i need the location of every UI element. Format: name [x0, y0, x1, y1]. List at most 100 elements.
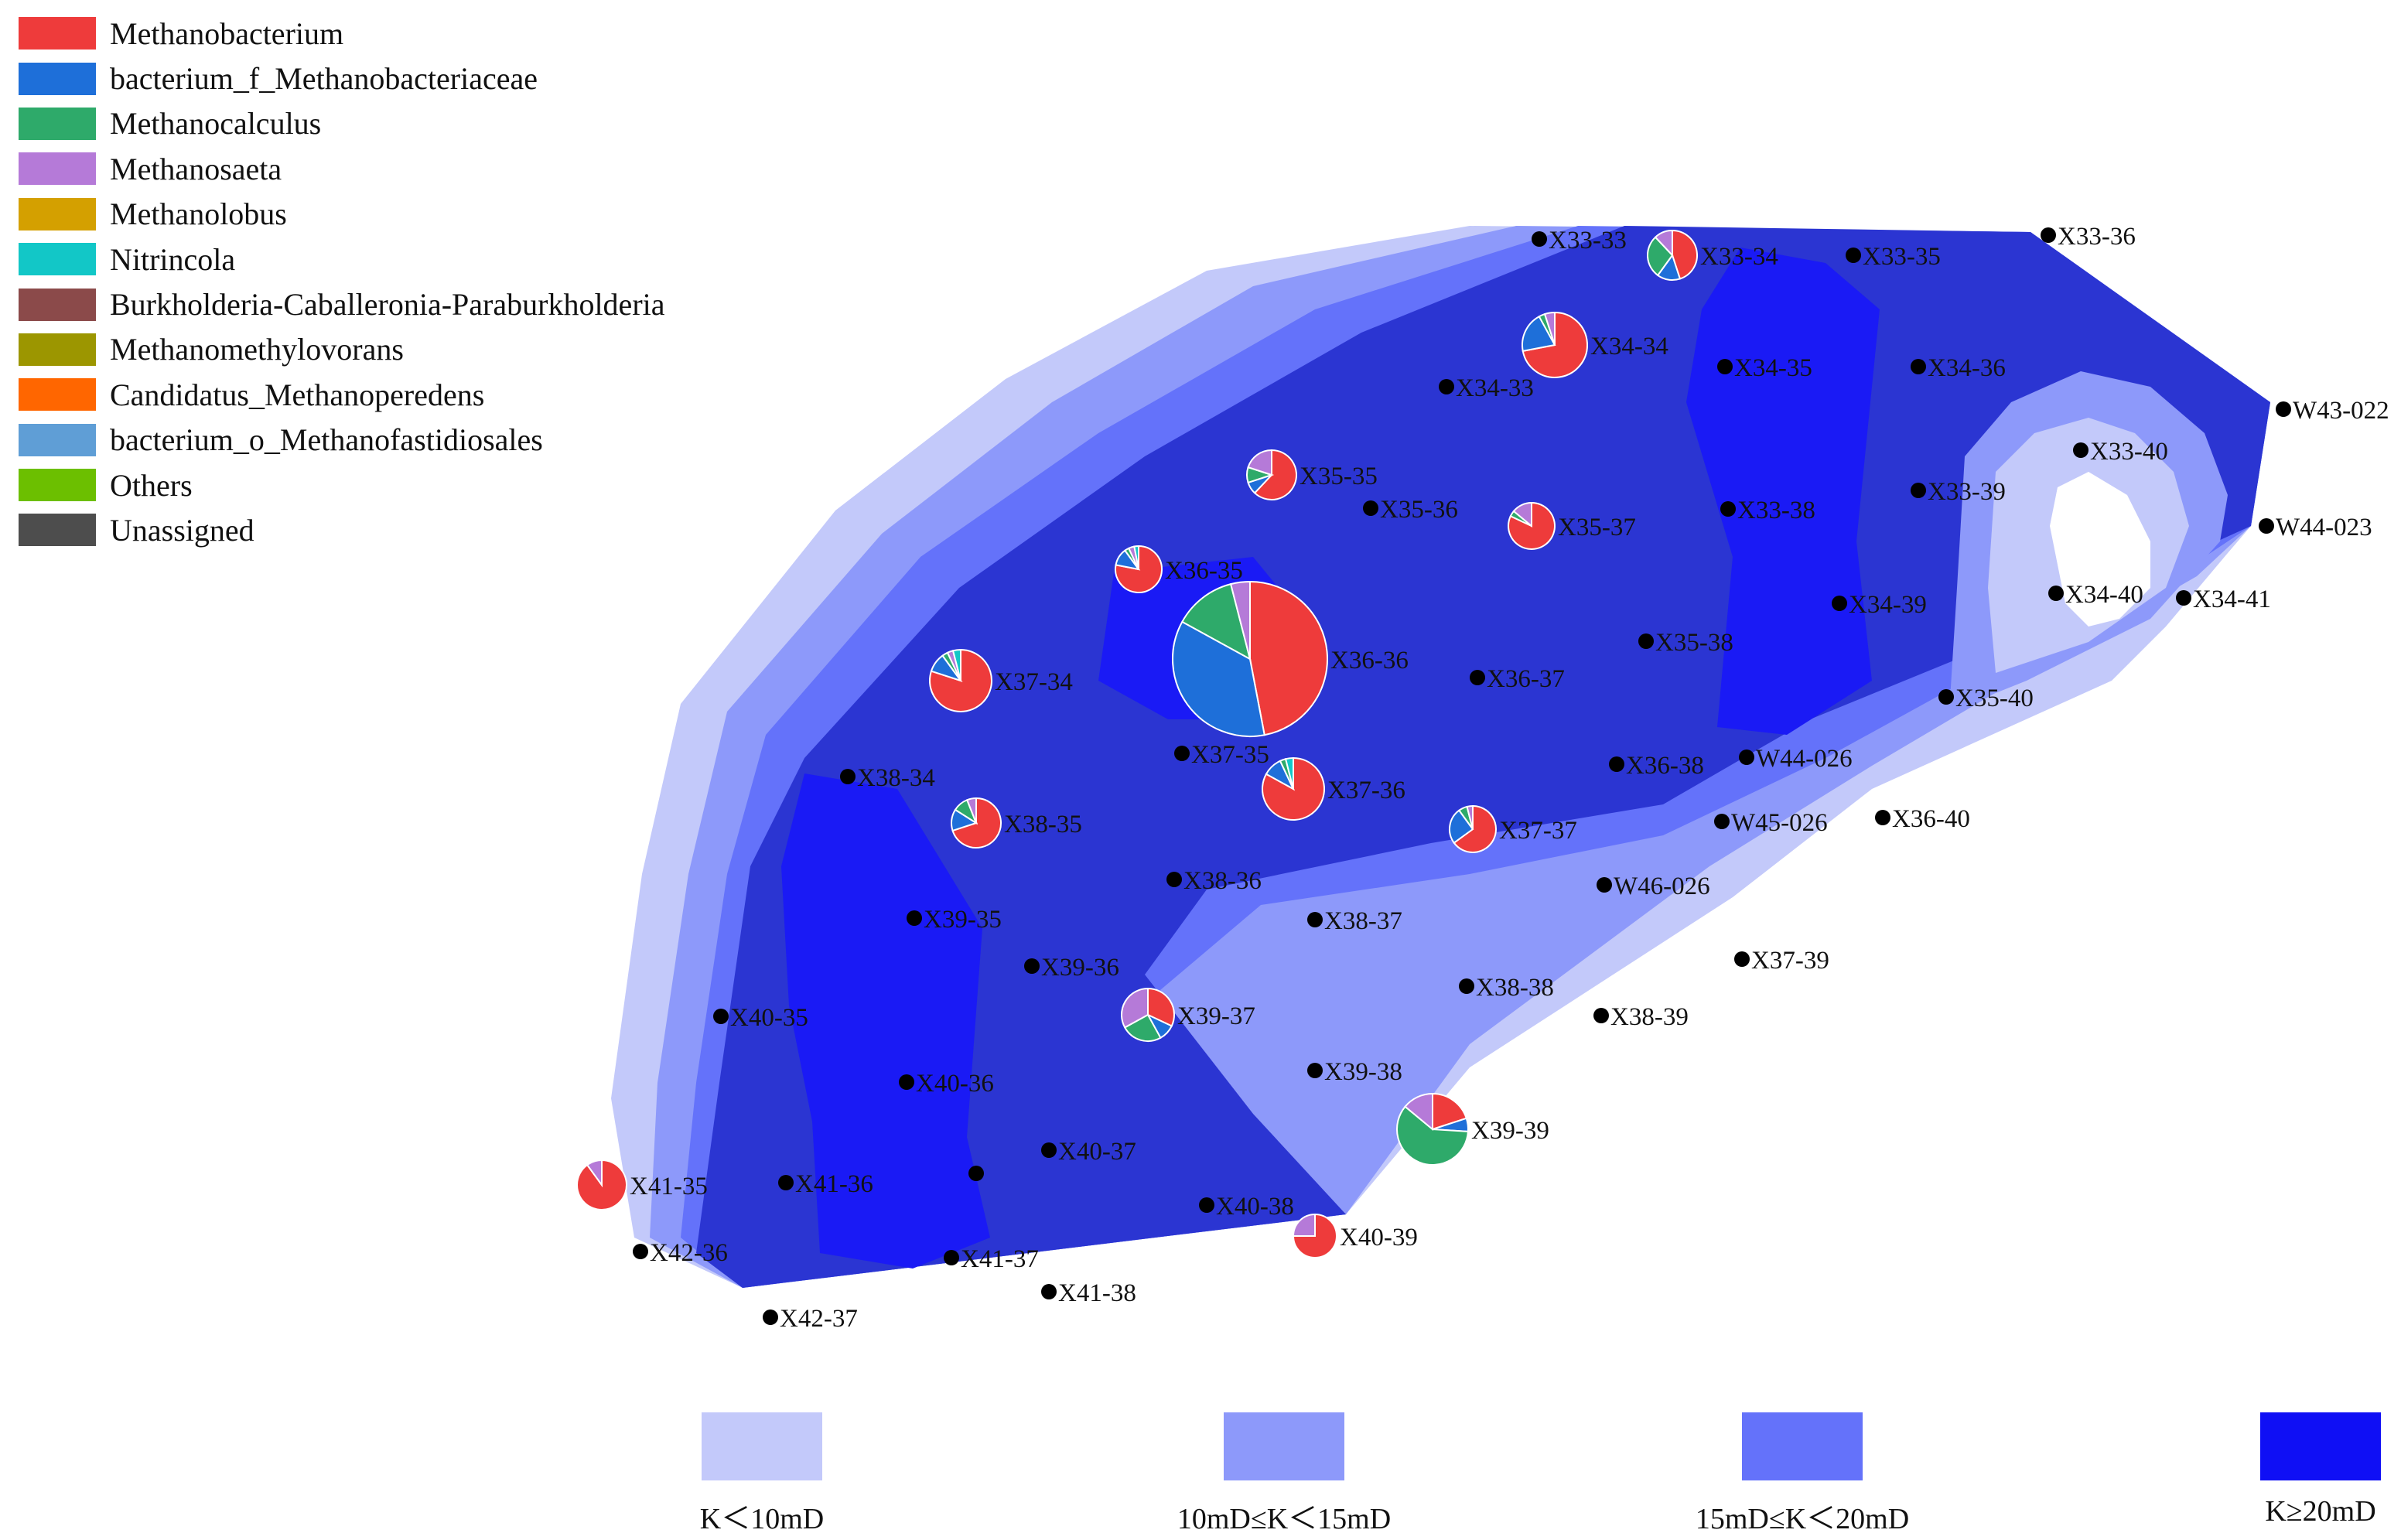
perm-legend-item: K＜10mD	[646, 1412, 878, 1537]
well-marker	[2276, 401, 2291, 417]
legend-label: bacterium_o_Methanofastidiosales	[110, 422, 543, 458]
well-label: X34-35	[1734, 354, 1812, 382]
well-label: X41-36	[795, 1170, 873, 1198]
taxon-legend: Methanobacterium bacterium_f_Methanobact…	[19, 11, 665, 553]
pie-chart: X34-34	[1522, 311, 1668, 378]
well-label: X33-33	[1549, 227, 1627, 254]
pie-slice	[1247, 449, 1272, 476]
pie-well-label: X36-35	[1165, 557, 1243, 585]
pie-slice	[1466, 804, 1474, 830]
well-marker	[1609, 756, 1624, 772]
pie-well-label: X37-36	[1327, 777, 1405, 804]
well-marker	[1875, 810, 1890, 825]
pie-slice	[1133, 545, 1139, 570]
well-label: W44-023	[2276, 514, 2372, 541]
well-label: X42-37	[780, 1305, 858, 1333]
perm-swatch	[1224, 1412, 1344, 1480]
pie-slice	[586, 1159, 603, 1188]
pie-slice	[1253, 449, 1297, 500]
pie-chart: X41-35	[576, 1159, 708, 1210]
well-label: X40-35	[730, 1004, 808, 1032]
pie-slice	[1292, 1213, 1316, 1237]
well-label: X34-41	[2193, 586, 2271, 613]
legend-label: Others	[110, 467, 193, 503]
perm-label: 15mD≤K＜20mD	[1695, 1503, 1910, 1535]
well-label: X39-38	[1324, 1058, 1402, 1086]
legend-swatch	[19, 107, 96, 140]
pie-slice	[1172, 620, 1265, 737]
pie-slice	[1121, 987, 1149, 1029]
well-label: W45-026	[1731, 809, 1828, 837]
well-marker	[1459, 978, 1474, 994]
legend-label: Burkholderia-Caballeronia-Paraburkholder…	[110, 287, 665, 323]
well-markers: X33-33 X33-36 X33-35 X34-33 X34-35 X34-36 W43-…	[633, 223, 2389, 1333]
pie-slice	[1181, 582, 1252, 661]
well-marker	[907, 910, 922, 926]
pie-chart: X35-37	[1508, 501, 1636, 550]
well-marker	[1638, 633, 1654, 649]
well-label: X40-38	[1216, 1193, 1294, 1221]
pie-chart: X36-35	[1115, 545, 1243, 593]
well-label: X33-38	[1737, 497, 1815, 524]
pie-slice	[1647, 236, 1674, 277]
well-marker	[1911, 359, 1926, 374]
well-label: X38-37	[1324, 907, 1402, 935]
legend-label: bacterium_f_Methanobacteriaceae	[110, 61, 538, 97]
pie-slice	[951, 648, 961, 681]
pie-slice	[1404, 1092, 1433, 1132]
pie-slice	[1284, 756, 1294, 790]
legend-swatch	[19, 152, 96, 186]
legend-label: Methanocalculus	[110, 106, 322, 142]
well-label: X40-36	[916, 1070, 994, 1098]
well-marker	[1714, 814, 1730, 829]
pie-well-label: X39-37	[1177, 1002, 1255, 1030]
perm-label: K＜10mD	[699, 1503, 825, 1535]
pie-well-label: X37-37	[1499, 817, 1577, 845]
zone-k-ge-20-core	[1686, 248, 1880, 735]
well-marker	[763, 1310, 778, 1325]
no-data-inlet	[2050, 472, 2150, 627]
perm-swatch	[2260, 1412, 2381, 1480]
well-label: X38-39	[1610, 1003, 1689, 1031]
pie-slice	[1453, 804, 1497, 853]
legend-item: Methanolobus	[19, 192, 665, 237]
pie-well-label: X41-35	[630, 1173, 708, 1200]
well-label: X34-33	[1456, 374, 1534, 402]
well-marker	[1739, 750, 1754, 765]
well-marker	[1166, 872, 1182, 887]
pie-well-label: X35-35	[1300, 463, 1378, 490]
legend-label: Unassigned	[110, 512, 254, 548]
well-marker	[1938, 689, 1954, 705]
pie-slice	[1508, 501, 1556, 550]
well-label: X34-40	[2065, 581, 2143, 609]
well-label: X39-35	[924, 906, 1002, 934]
well-label: X38-38	[1476, 974, 1554, 1002]
pie-chart: X37-37	[1449, 804, 1577, 853]
legend-swatch	[19, 197, 96, 230]
legend-item: bacterium_f_Methanobacteriaceae	[19, 56, 665, 101]
well-label: X40-37	[1058, 1138, 1136, 1166]
well-label: W44-026	[1756, 745, 1853, 773]
perm-legend-item: K≥20mD	[2205, 1412, 2401, 1528]
well-label: W46-026	[1614, 872, 1710, 900]
well-label: W43-022	[2293, 397, 2389, 425]
legend-swatch	[19, 514, 96, 547]
well-label: X35-38	[1655, 629, 1733, 657]
well-label: X34-39	[1849, 591, 1927, 619]
well-marker	[944, 1250, 959, 1265]
perm-swatch	[702, 1412, 822, 1480]
well-marker	[1720, 501, 1736, 517]
well-marker	[713, 1009, 729, 1024]
pie-chart: X40-39	[1292, 1213, 1418, 1258]
well-label: X42-36	[650, 1239, 728, 1267]
legend-swatch	[19, 288, 96, 321]
well-label: X33-39	[1928, 478, 2006, 506]
legend-swatch	[19, 378, 96, 411]
legend-swatch	[19, 243, 96, 276]
well-marker	[1041, 1142, 1057, 1158]
well-label: X41-37	[961, 1245, 1039, 1273]
pie-chart: X33-34	[1647, 229, 1778, 281]
well-label: X34-36	[1928, 354, 2006, 382]
well-marker	[633, 1244, 648, 1259]
